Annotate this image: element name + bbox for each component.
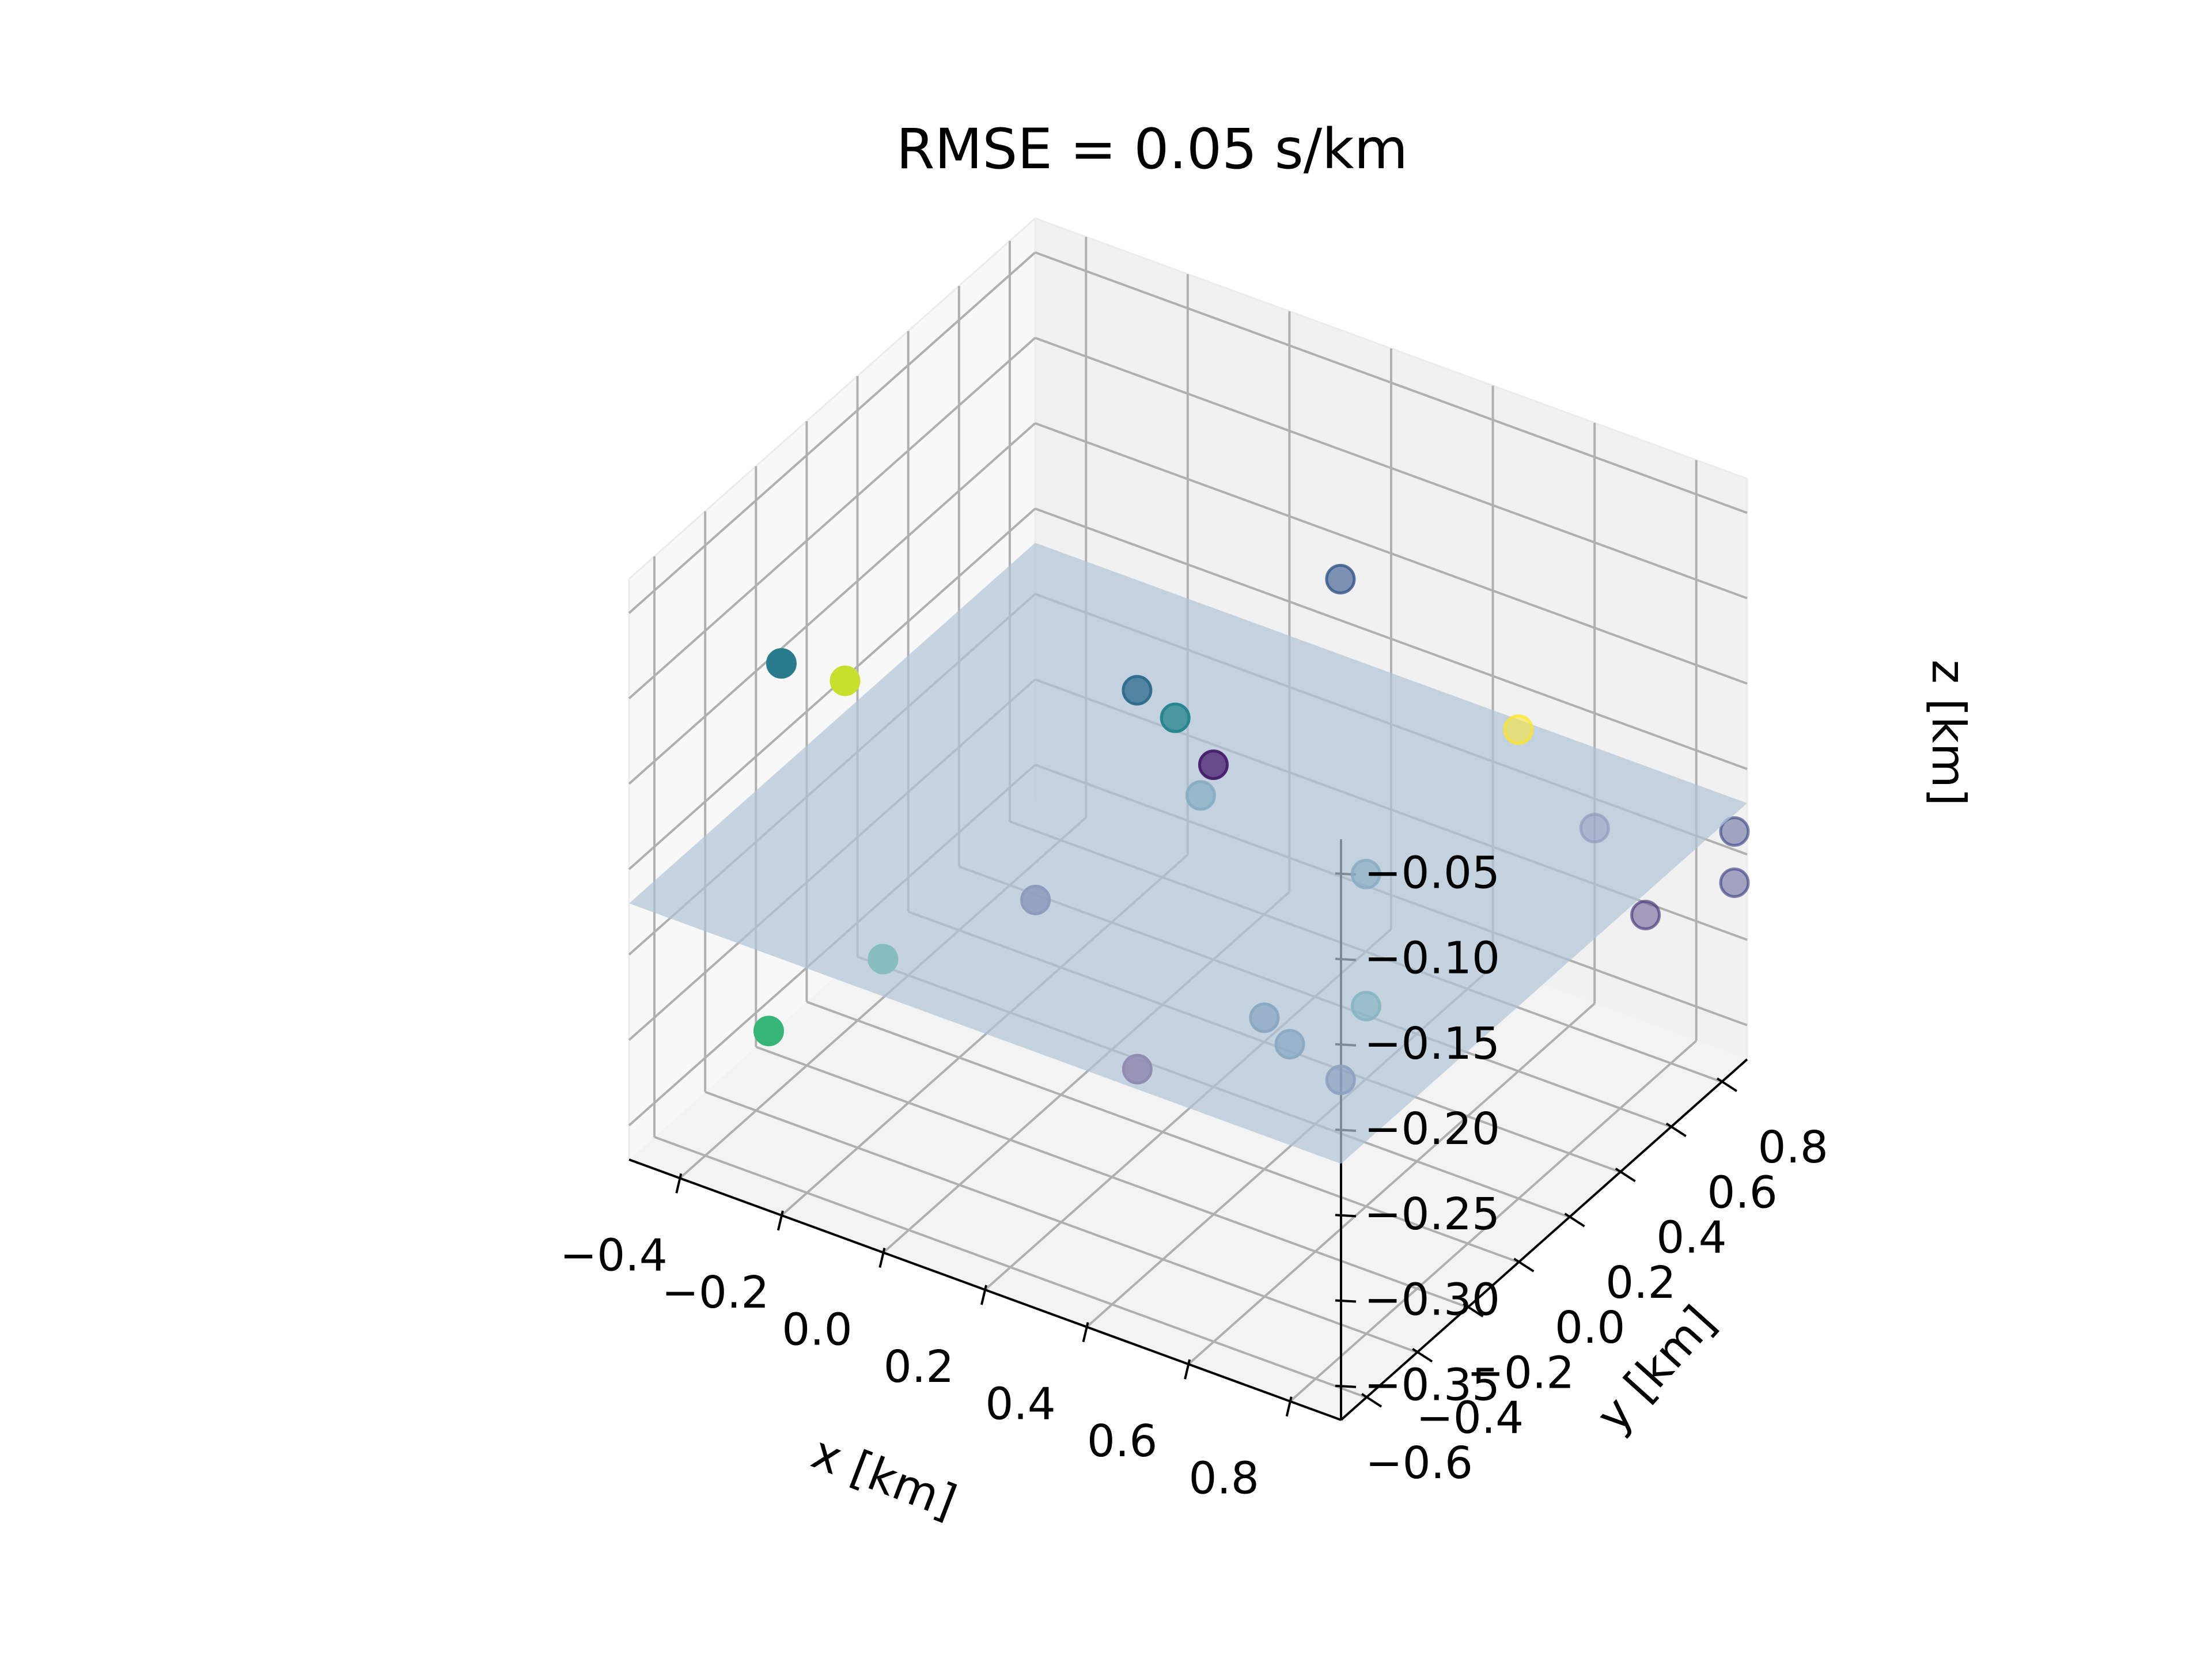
- x-tick: [675, 1173, 683, 1194]
- y-tick: [1564, 1213, 1585, 1228]
- scatter-point: [1503, 714, 1534, 745]
- x-tick-label: 0.0: [782, 1304, 852, 1355]
- x-grid-line: [1289, 1040, 1698, 1403]
- z-tick-label: −0.20: [1364, 1104, 1500, 1155]
- y-tick: [1716, 1077, 1738, 1092]
- z-grid-line: [1035, 422, 1748, 685]
- y-tick-label: −0.4: [1416, 1393, 1524, 1444]
- x-tick-label: 0.2: [884, 1342, 954, 1393]
- x-tick: [1285, 1396, 1293, 1417]
- z-tick: [1335, 1299, 1357, 1303]
- x-tick: [1184, 1359, 1191, 1380]
- tick-labels: −0.4−0.20.00.20.40.60.8 −0.6−0.4−0.20.00.…: [560, 847, 1828, 1504]
- scatter-point: [1719, 816, 1750, 847]
- y-tick-label: 0.6: [1707, 1167, 1777, 1218]
- x-tick: [777, 1210, 784, 1231]
- z-axis-title: z [km]: [1922, 660, 1975, 806]
- y-tick-label: −0.2: [1467, 1347, 1574, 1399]
- x-tick-label: 0.6: [1087, 1416, 1157, 1467]
- y-tick-label: 0.4: [1656, 1213, 1726, 1264]
- z-grid-line: [1035, 336, 1748, 600]
- y-grid-line: [704, 1090, 1418, 1354]
- z-grid-line: [628, 507, 1036, 870]
- x-tick: [980, 1285, 987, 1305]
- chart-title: RMSE = 0.05 s/km: [896, 117, 1408, 181]
- scatter-point: [1160, 702, 1191, 733]
- z-tick-label: −0.35: [1364, 1360, 1500, 1411]
- x-tick-label: −0.4: [560, 1230, 668, 1281]
- x-tick: [1082, 1322, 1089, 1343]
- z-grid-line: [1035, 507, 1748, 770]
- scatter-point: [1630, 899, 1661, 930]
- x-axis-title: x [km]: [805, 1425, 964, 1529]
- y-tick: [1665, 1122, 1687, 1138]
- z-tick-label: −0.30: [1364, 1274, 1500, 1325]
- z-grid-line: [1035, 251, 1748, 514]
- z-tick: [1335, 1214, 1357, 1218]
- x-tick-label: 0.4: [985, 1379, 1055, 1430]
- y-tick: [1412, 1347, 1433, 1363]
- data-marks: [629, 543, 1750, 1164]
- z-tick-label: −0.10: [1364, 933, 1500, 984]
- scatter-point: [1122, 675, 1153, 706]
- scatter-point: [753, 1016, 785, 1047]
- z-grid-line: [628, 251, 1036, 614]
- scatter-point: [830, 665, 861, 696]
- regression-plane: [629, 543, 1747, 1164]
- z-grid-line: [628, 422, 1036, 785]
- scatter-point: [766, 648, 797, 679]
- y-grid-line: [806, 1001, 1520, 1264]
- z-tick-label: −0.25: [1364, 1189, 1500, 1240]
- x-tick-label: 0.8: [1188, 1453, 1259, 1505]
- x-grid-line: [1187, 1002, 1596, 1365]
- y-grid-line: [755, 1046, 1468, 1309]
- z-tick-label: −0.15: [1364, 1018, 1500, 1070]
- scatter-point: [1198, 749, 1229, 781]
- y-tick-label: 0.0: [1555, 1302, 1625, 1354]
- z-tick-label: −0.05: [1364, 847, 1500, 899]
- scatter-point: [1325, 563, 1356, 594]
- z-tick: [1335, 1384, 1357, 1388]
- pane-edge: [628, 217, 1036, 580]
- y-tick: [1513, 1257, 1535, 1272]
- x-tick: [878, 1247, 886, 1268]
- y-tick: [1361, 1393, 1382, 1408]
- scatter-point: [1719, 867, 1750, 898]
- y-grid-line: [654, 1135, 1367, 1399]
- y-tick: [1463, 1302, 1484, 1318]
- y-tick-label: 0.2: [1605, 1257, 1676, 1309]
- x-tick-label: −0.2: [661, 1267, 769, 1319]
- y-tick-label: −0.6: [1365, 1438, 1473, 1489]
- y-tick: [1615, 1167, 1636, 1183]
- y-tick-label: 0.8: [1758, 1122, 1828, 1173]
- y-axis-line: [1340, 1058, 1748, 1421]
- z-grid-line: [628, 337, 1036, 700]
